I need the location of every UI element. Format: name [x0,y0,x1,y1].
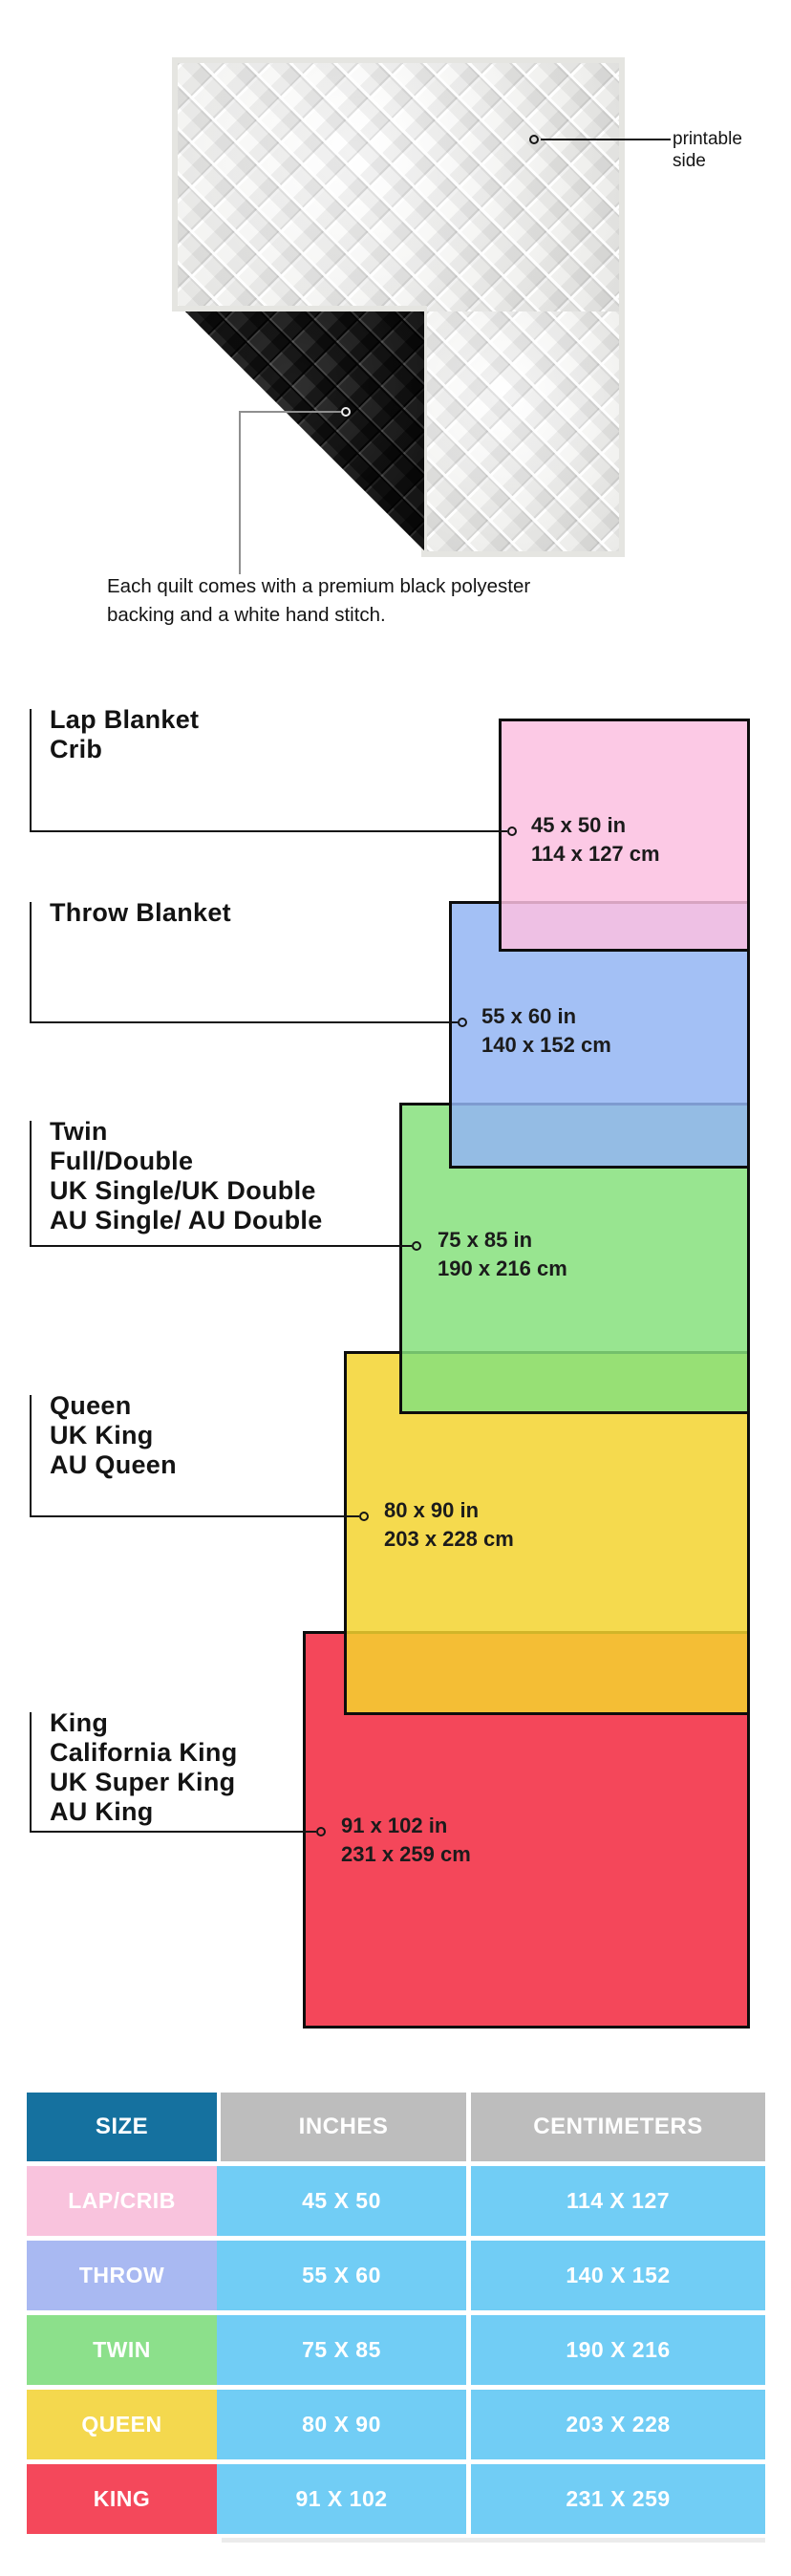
table-cell-inches-king: 91 X 102 [217,2464,466,2534]
size-label-queen: Queen UK King AU Queen [50,1391,177,1479]
dimension-marker-icon-lap [507,826,517,836]
table-row-label-lap-crib: LAP/CRIB [27,2166,217,2236]
table-row-label-twin: TWIN [27,2315,217,2385]
connector-hline-queen [30,1515,359,1517]
quilt-front-top-panel [172,57,625,311]
dimension-marker-icon-twin [412,1241,421,1251]
printable-side-label: printable side [673,129,742,171]
size-label-throw: Throw Blanket [50,898,231,927]
dimension-marker-icon-throw [458,1018,467,1027]
table-bottom-shadow [222,2538,765,2543]
quilt-binding-edge [172,306,427,311]
connector-hline-king [30,1831,316,1833]
table-row-label-king: KING [27,2464,217,2534]
size-rect-lap-crib [499,719,750,952]
size-label-twin: Twin Full/Double UK Single/UK Double AU … [50,1117,323,1234]
table-cell-cm-queen: 203 X 228 [466,2390,765,2459]
table-header-inches: INCHES [217,2093,466,2161]
connector-vline-queen [30,1395,32,1516]
table-cell-inches-twin: 75 X 85 [217,2315,466,2385]
connector-hline-throw [30,1021,458,1023]
table-cell-cm-king: 231 X 259 [466,2464,765,2534]
quilt-black-backing-fold [185,311,424,550]
quilt-caption: Each quilt comes with a premium black po… [107,575,531,626]
table-cell-cm-twin: 190 X 216 [466,2315,765,2385]
connector-vline-twin [30,1121,32,1246]
size-dimensions-lap-crib: 45 x 50 in 114 x 127 cm [531,813,660,866]
backing-pointer-line-vertical [239,411,241,574]
connector-hline-lap [30,830,507,832]
dimension-marker-icon-queen [359,1512,369,1521]
table-row-label-throw: THROW [27,2241,217,2310]
size-dimensions-queen: 80 x 90 in 203 x 228 cm [384,1498,514,1551]
table-cell-inches-queen: 80 X 90 [217,2390,466,2459]
table-cell-inches-throw: 55 X 60 [217,2241,466,2310]
size-table: SIZE INCHES CENTIMETERS LAP/CRIB 45 X 50… [27,2093,765,2534]
size-label-lap-crib: Lap Blanket Crib [50,705,200,763]
connector-vline-throw [30,902,32,1022]
printable-side-marker-icon [529,135,539,144]
table-cell-inches-lap: 45 X 50 [217,2166,466,2236]
dimension-marker-icon-king [316,1827,326,1836]
size-dimensions-king: 91 x 102 in 231 x 259 cm [341,1814,471,1866]
backing-pointer-line-horizontal [239,411,341,413]
connector-vline-lap [30,709,32,831]
size-dimensions-twin: 75 x 85 in 190 x 216 cm [438,1228,567,1280]
table-cell-cm-throw: 140 X 152 [466,2241,765,2310]
backing-marker-icon [341,407,351,417]
connector-vline-king [30,1712,32,1832]
table-cell-cm-lap: 114 X 127 [466,2166,765,2236]
table-header-size: SIZE [27,2093,217,2161]
printable-side-pointer-line [541,139,671,140]
table-row-label-queen: QUEEN [27,2390,217,2459]
quilt-front-right-panel [421,311,625,557]
table-header-centimeters: CENTIMETERS [466,2093,765,2161]
size-dimensions-throw: 55 x 60 in 140 x 152 cm [481,1004,611,1057]
size-label-king: King California King UK Super King AU Ki… [50,1708,238,1826]
connector-hline-twin [30,1245,412,1247]
